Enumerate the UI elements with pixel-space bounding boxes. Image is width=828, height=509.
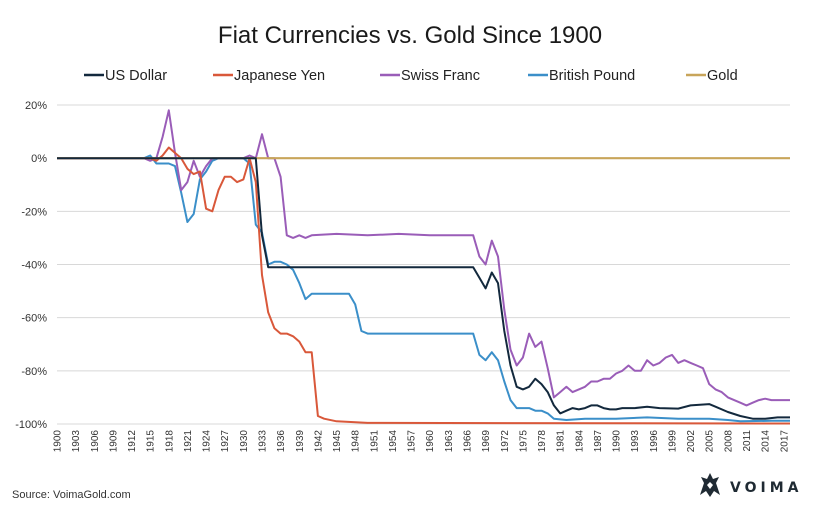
y-tick-label: -20% bbox=[21, 206, 47, 218]
series-line-japanese-yen bbox=[57, 146, 791, 425]
y-tick-label: -60% bbox=[21, 313, 47, 325]
x-tick-label: 1939 bbox=[295, 430, 306, 453]
x-tick-label: 1960 bbox=[425, 430, 436, 453]
x-tick-label: 1918 bbox=[164, 430, 175, 453]
x-axis: 1900 1903 1906 1909 1912 1915 1918 1921 1924 1927… bbox=[53, 430, 791, 453]
x-tick-label: 1921 bbox=[183, 430, 194, 453]
x-tick-label: 2014 bbox=[761, 430, 772, 453]
x-tick-label: 1981 bbox=[556, 430, 567, 453]
x-tick-label: 1945 bbox=[332, 430, 343, 453]
x-tick-label: 2017 bbox=[779, 430, 790, 453]
legend-label-gold: Gold bbox=[707, 68, 738, 84]
x-tick-label: 1999 bbox=[667, 430, 678, 453]
legend-label-us-dollar: US Dollar bbox=[105, 68, 167, 84]
x-tick-label: 1951 bbox=[369, 430, 380, 453]
x-tick-label: 1903 bbox=[71, 430, 82, 453]
x-tick-label: 1993 bbox=[630, 430, 641, 453]
x-tick-label: 1900 bbox=[53, 430, 64, 453]
legend-label-swiss-franc: Swiss Franc bbox=[401, 68, 480, 84]
x-tick-label: 1990 bbox=[612, 430, 623, 453]
x-tick-label: 2011 bbox=[742, 430, 753, 452]
x-tick-label: 1927 bbox=[220, 430, 231, 453]
y-tick-label: -100% bbox=[15, 419, 47, 431]
x-tick-label: 1924 bbox=[202, 430, 213, 453]
x-tick-label: 1975 bbox=[518, 430, 529, 453]
source-note: Source: VoimaGold.com bbox=[12, 489, 131, 501]
x-tick-label: 1972 bbox=[500, 430, 511, 453]
x-tick-label: 1987 bbox=[593, 430, 604, 453]
brand-name: VOIMA bbox=[730, 480, 802, 496]
series-line-british-pound bbox=[57, 154, 790, 423]
lion-emblem-icon bbox=[700, 473, 720, 497]
x-tick-label: 1957 bbox=[407, 430, 418, 453]
x-tick-label: 1915 bbox=[146, 430, 157, 453]
x-tick-label: 1936 bbox=[276, 430, 287, 453]
legend-label-japanese-yen: Japanese Yen bbox=[234, 68, 325, 84]
y-tick-label: 20% bbox=[25, 100, 47, 112]
legend-label-british-pound: British Pound bbox=[549, 68, 635, 84]
x-tick-label: 1978 bbox=[537, 430, 548, 453]
y-tick-label: -80% bbox=[21, 366, 47, 378]
x-tick-label: 1948 bbox=[351, 430, 362, 453]
x-tick-label: 1933 bbox=[257, 430, 268, 453]
series-group bbox=[57, 109, 791, 425]
x-tick-label: 1966 bbox=[462, 430, 473, 453]
series-line-swiss-franc bbox=[57, 109, 790, 407]
y-tick-label: 0% bbox=[31, 153, 47, 165]
voima-logo: VOIMA bbox=[700, 473, 802, 497]
x-tick-label: 2008 bbox=[723, 430, 734, 453]
x-tick-label: 1954 bbox=[388, 430, 399, 453]
x-tick-label: 1909 bbox=[108, 430, 119, 453]
series-line-us-dollar bbox=[57, 157, 790, 420]
x-tick-label: 2002 bbox=[686, 430, 697, 453]
x-tick-label: 1930 bbox=[239, 430, 250, 453]
y-tick-label: -40% bbox=[21, 260, 47, 272]
x-tick-label: 1984 bbox=[574, 430, 585, 453]
x-tick-label: 1963 bbox=[444, 430, 455, 453]
x-tick-label: 1969 bbox=[481, 430, 492, 453]
gridlines bbox=[57, 104, 790, 425]
chart-title: Fiat Currencies vs. Gold Since 1900 bbox=[218, 22, 602, 49]
x-tick-label: 1996 bbox=[649, 430, 660, 453]
x-tick-label: 2005 bbox=[705, 430, 716, 453]
x-tick-label: 1912 bbox=[127, 430, 138, 453]
x-tick-label: 1906 bbox=[90, 430, 101, 453]
y-axis: 20% 0% -20% -40% -60% -80% -100% bbox=[15, 100, 47, 431]
x-tick-label: 1942 bbox=[313, 430, 324, 453]
legend: US Dollar Japanese Yen Swiss Franc British … bbox=[84, 68, 738, 84]
